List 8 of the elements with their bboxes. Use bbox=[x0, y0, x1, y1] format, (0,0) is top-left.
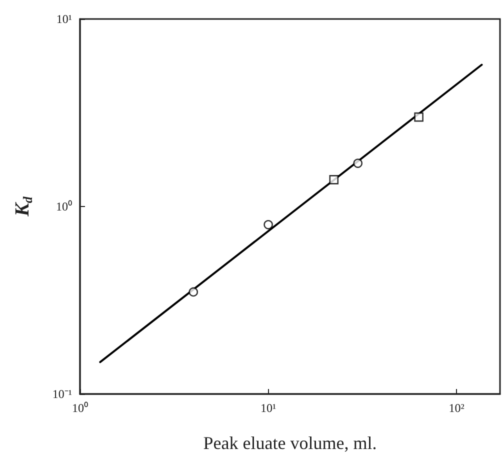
x-tick-label: 10⁰ bbox=[72, 401, 88, 415]
y-tick-label: 10¹ bbox=[56, 12, 72, 26]
x-tick-label: 10¹ bbox=[260, 401, 276, 415]
y-axis-title: Kd bbox=[12, 196, 35, 218]
x-axis-title: Peak eluate volume, ml. bbox=[203, 433, 377, 453]
y-tick-label: 10⁻¹ bbox=[52, 387, 72, 401]
y-tick-label: 10⁰ bbox=[56, 200, 72, 214]
x-tick-label: 10² bbox=[448, 401, 465, 415]
